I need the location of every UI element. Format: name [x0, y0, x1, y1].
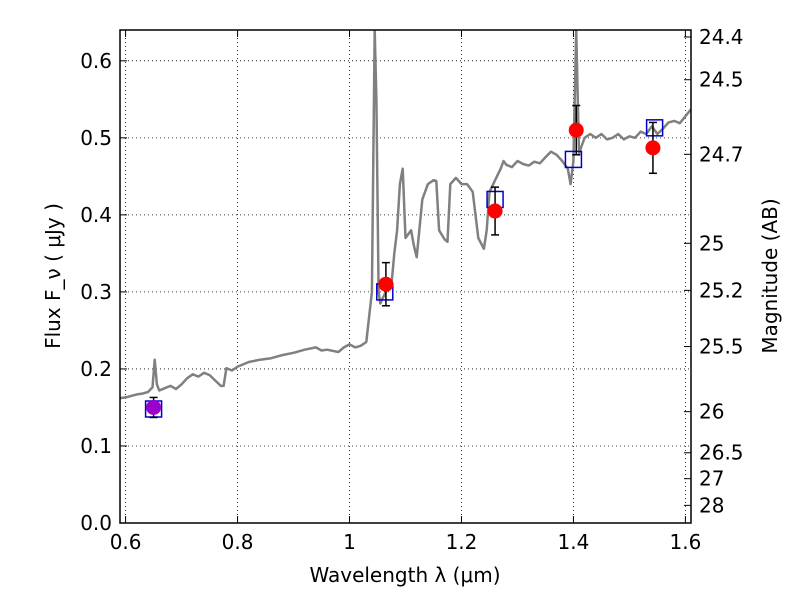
y-tick-label: 0.4: [80, 203, 112, 227]
y-tick-label: 0.5: [80, 126, 112, 150]
x-tick-label: 1.4: [558, 530, 590, 554]
y-tick-label: 0.0: [80, 511, 112, 535]
mag-tick-label: 25: [699, 231, 724, 255]
observed-photometry-point: [645, 140, 661, 156]
mag-tick-label: 26.5: [699, 441, 744, 465]
axis-ticks: 0.6 0.8 1 1.2 1.4 1.6 0.0 0.1 0.2 0.3 0.4 0.5 0.6 24.…: [80, 25, 743, 554]
mag-tick-label: 25.2: [699, 278, 744, 302]
observed-photometry-point: [146, 399, 162, 415]
mag-tick-label: 28: [699, 493, 724, 517]
y-axis-title: Flux F_ν ( μJy ): [41, 203, 65, 349]
mag-tick-label: 27: [699, 467, 724, 491]
x-axis-title: Wavelength λ (μm): [309, 563, 500, 587]
x-tick-label: 0.6: [110, 530, 142, 554]
plot-frame: [119, 29, 692, 524]
mag-tick-label: 24.4: [699, 25, 744, 49]
x-tick-label: 1.6: [669, 530, 701, 554]
mag-tick-label: 25.5: [699, 335, 744, 359]
y-tick-label: 0.6: [80, 49, 112, 73]
observed-photometry-point: [568, 122, 584, 138]
mag-tick-label: 26: [699, 400, 724, 424]
spectrum-line: [120, 30, 691, 400]
mag-tick-label: 24.7: [699, 142, 744, 166]
y2-axis-title: Magnitude (AB): [758, 198, 782, 353]
y-tick-label: 0.2: [80, 357, 112, 381]
x-tick-label: 1: [343, 530, 356, 554]
mag-tick-label: 24.5: [699, 68, 744, 92]
y-tick-label: 0.3: [80, 280, 112, 304]
x-tick-label: 0.8: [222, 530, 254, 554]
observed-photometry-point: [487, 203, 503, 219]
x-tick-label: 1.2: [446, 530, 478, 554]
observed-photometry-point: [378, 276, 394, 292]
model-photometry-square: [645, 119, 664, 137]
y-tick-label: 0.1: [80, 434, 112, 458]
plot-area: [120, 30, 691, 419]
model-photometry-square: [564, 150, 583, 169]
